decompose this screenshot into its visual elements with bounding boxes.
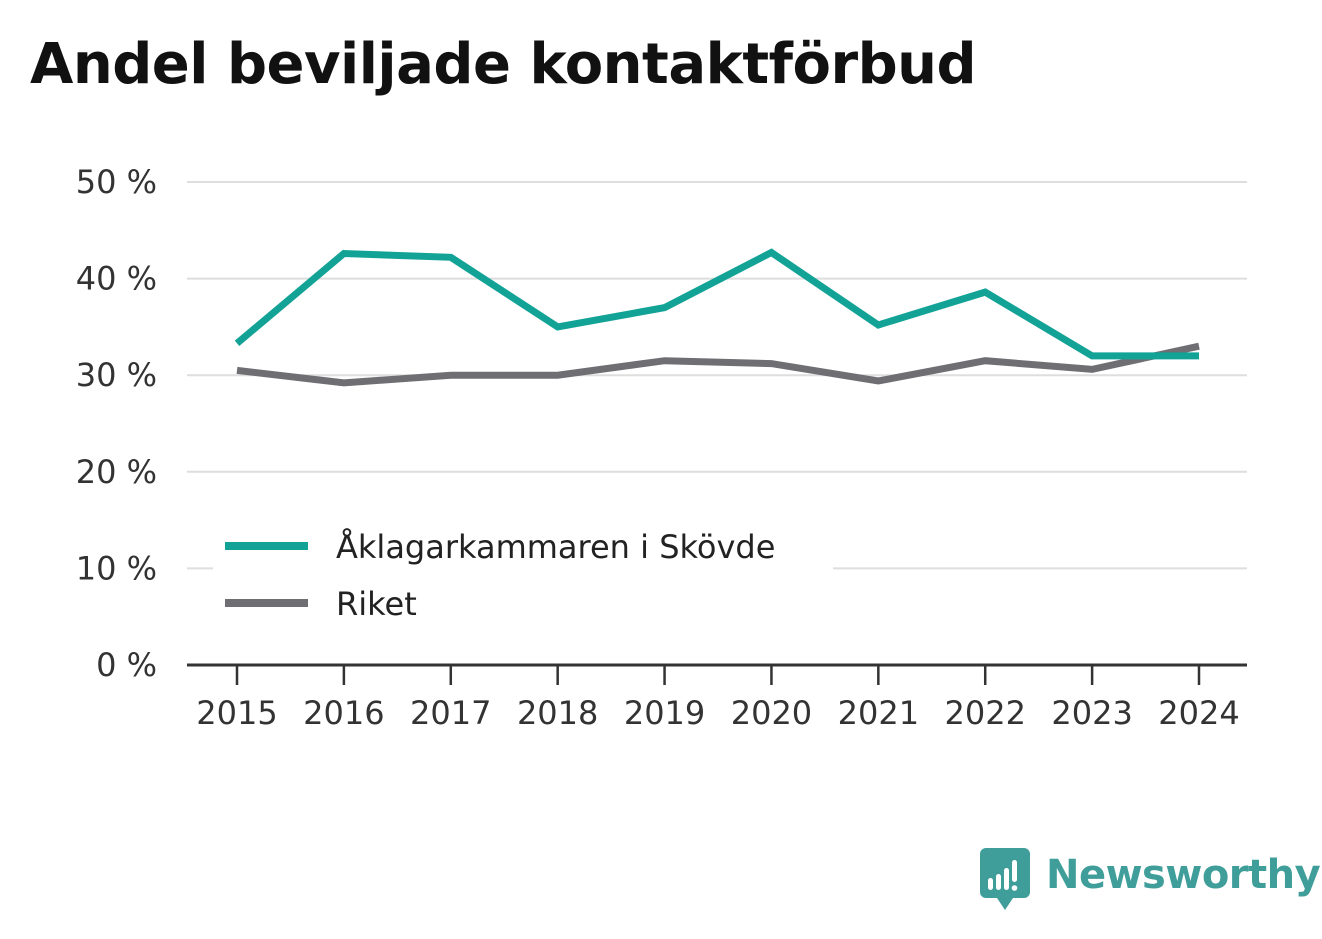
y-tick-label: 50 % <box>76 163 157 201</box>
x-tick-label: 2020 <box>731 694 812 732</box>
x-tick-label: 2017 <box>410 694 491 732</box>
y-tick-label: 0 % <box>96 646 157 684</box>
x-tick-label: 2016 <box>303 694 384 732</box>
x-tick-label: 2015 <box>196 694 277 732</box>
series-lines <box>234 248 1200 387</box>
newsworthy-brand: Newsworthy <box>980 848 1321 910</box>
legend-label: Åklagarkammaren i Skövde <box>336 528 775 566</box>
y-tick-label: 10 % <box>76 549 157 587</box>
chart-title: Andel beviljade kontaktförbud <box>30 32 977 97</box>
brand-name: Newsworthy <box>1046 852 1321 898</box>
y-tick-label: 30 % <box>76 356 157 394</box>
y-tick-label: 40 % <box>76 260 157 298</box>
legend-label: Riket <box>336 585 417 623</box>
x-tick-label: 2023 <box>1051 694 1132 732</box>
x-tick-label: 2019 <box>624 694 705 732</box>
x-tick-label: 2018 <box>517 694 598 732</box>
legend: Åklagarkammaren i Skövde Riket <box>213 515 833 625</box>
y-axis-ticks: 0 % 10 % 20 % 30 % 40 % 50 % <box>76 163 157 684</box>
legend-background <box>213 515 833 625</box>
x-tick-label: 2021 <box>838 694 919 732</box>
series-line-1 <box>234 248 1199 360</box>
y-tick-label: 20 % <box>76 453 157 491</box>
x-tick-label: 2022 <box>945 694 1026 732</box>
x-tick-label: 2024 <box>1158 694 1239 732</box>
series-line-2 <box>236 342 1200 387</box>
newsworthy-logo-icon <box>980 848 1030 910</box>
x-axis-ticks: 2015 2016 2017 2018 2019 2020 2021 2022 2023 2024 <box>196 665 1240 732</box>
